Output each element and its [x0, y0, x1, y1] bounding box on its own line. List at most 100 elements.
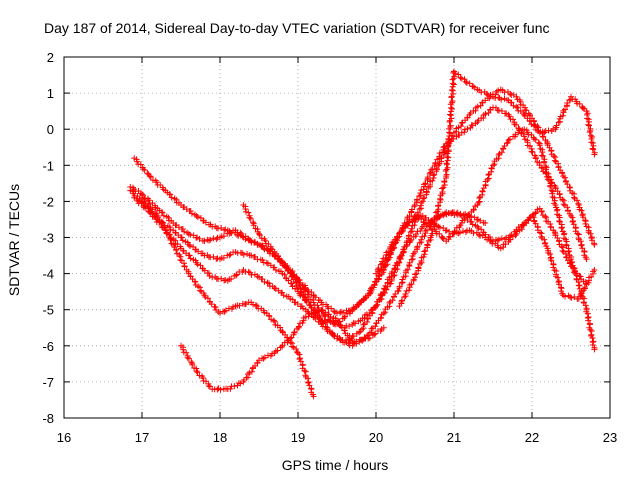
data-point: [505, 137, 512, 144]
data-point: [254, 359, 261, 366]
data-point: [577, 273, 584, 280]
data-point: [447, 130, 454, 137]
data-point: [269, 350, 276, 357]
data-point: [443, 161, 450, 168]
data-point: [536, 142, 543, 149]
data-point: [370, 284, 377, 291]
data-point: [194, 261, 201, 268]
data-point: [479, 188, 486, 195]
data-point: [201, 238, 208, 245]
data-point: [140, 192, 147, 199]
data-point: [480, 114, 487, 121]
data-point: [482, 220, 489, 227]
data-point: [519, 222, 526, 229]
data-point: [428, 166, 435, 173]
data-point: [277, 324, 284, 331]
data-point: [414, 196, 421, 203]
y-tick-label: -1: [42, 158, 54, 173]
data-point: [566, 97, 573, 104]
data-point: [547, 250, 554, 257]
data-point: [404, 266, 411, 273]
data-point: [386, 299, 393, 306]
data-point: [591, 266, 598, 273]
data-point: [458, 220, 465, 227]
data-point: [309, 311, 316, 318]
data-point: [421, 233, 428, 240]
data-point: [500, 244, 507, 251]
data-point: [302, 288, 309, 295]
data-point: [167, 236, 174, 243]
data-point: [587, 321, 594, 328]
data-point: [518, 129, 525, 136]
data-point: [591, 346, 598, 353]
data-point: [245, 268, 252, 275]
data-point: [256, 230, 262, 237]
data-point: [587, 127, 594, 134]
data-point: [512, 232, 519, 239]
data-point: [375, 275, 382, 282]
data-point: [538, 208, 545, 215]
data-point: [464, 125, 471, 132]
data-point: [442, 168, 449, 175]
data-point: [427, 169, 434, 176]
y-tick-label: -8: [42, 411, 54, 426]
data-point: [194, 214, 201, 221]
data-point: [321, 312, 328, 319]
data-point: [346, 336, 353, 343]
data-point: [582, 302, 589, 309]
data-point: [541, 236, 548, 243]
data-point: [411, 222, 418, 229]
data-point: [443, 160, 450, 167]
data-point: [263, 259, 270, 266]
data-point: [493, 88, 500, 95]
data-point: [193, 368, 200, 375]
data-point: [550, 152, 557, 159]
data-point: [447, 122, 454, 129]
data-point: [563, 242, 570, 249]
data-point: [554, 274, 561, 281]
data-point: [494, 237, 501, 244]
data-point: [457, 74, 464, 81]
data-point: [413, 270, 420, 277]
data-point: [448, 93, 455, 100]
data-point: [558, 288, 565, 295]
data-point: [424, 241, 431, 248]
data-point: [359, 337, 366, 344]
data-point: [564, 204, 571, 211]
data-point: [532, 210, 539, 217]
data-point: [301, 291, 308, 298]
data-point: [421, 194, 428, 201]
data-point: [394, 233, 401, 240]
data-point: [408, 281, 415, 288]
data-point: [423, 188, 430, 195]
data-point: [295, 323, 302, 330]
data-point: [401, 294, 408, 301]
data-point: [418, 236, 425, 243]
data-point: [548, 224, 555, 231]
data-point: [346, 323, 353, 330]
data-point: [308, 289, 315, 296]
data-point: [444, 143, 451, 150]
chart-title: Day 187 of 2014, Sidereal Day-to-day VTE…: [44, 20, 550, 36]
data-point: [424, 174, 431, 181]
data-point: [189, 361, 196, 368]
data-point: [146, 209, 153, 216]
data-point: [246, 214, 253, 221]
data-point: [131, 194, 138, 201]
data-point: [565, 248, 572, 255]
data-point: [495, 151, 502, 158]
data-point: [510, 102, 517, 109]
data-point: [561, 174, 568, 181]
data-point: [411, 203, 418, 210]
data-point: [250, 219, 257, 226]
data-point: [336, 336, 343, 343]
data-point: [450, 81, 457, 88]
data-point: [270, 317, 277, 324]
data-point: [194, 369, 201, 376]
data-point: [181, 228, 188, 235]
data-point: [330, 332, 337, 339]
data-point: [206, 270, 213, 277]
data-point: [358, 326, 365, 333]
data-point: [585, 121, 592, 128]
data-point: [226, 230, 233, 237]
